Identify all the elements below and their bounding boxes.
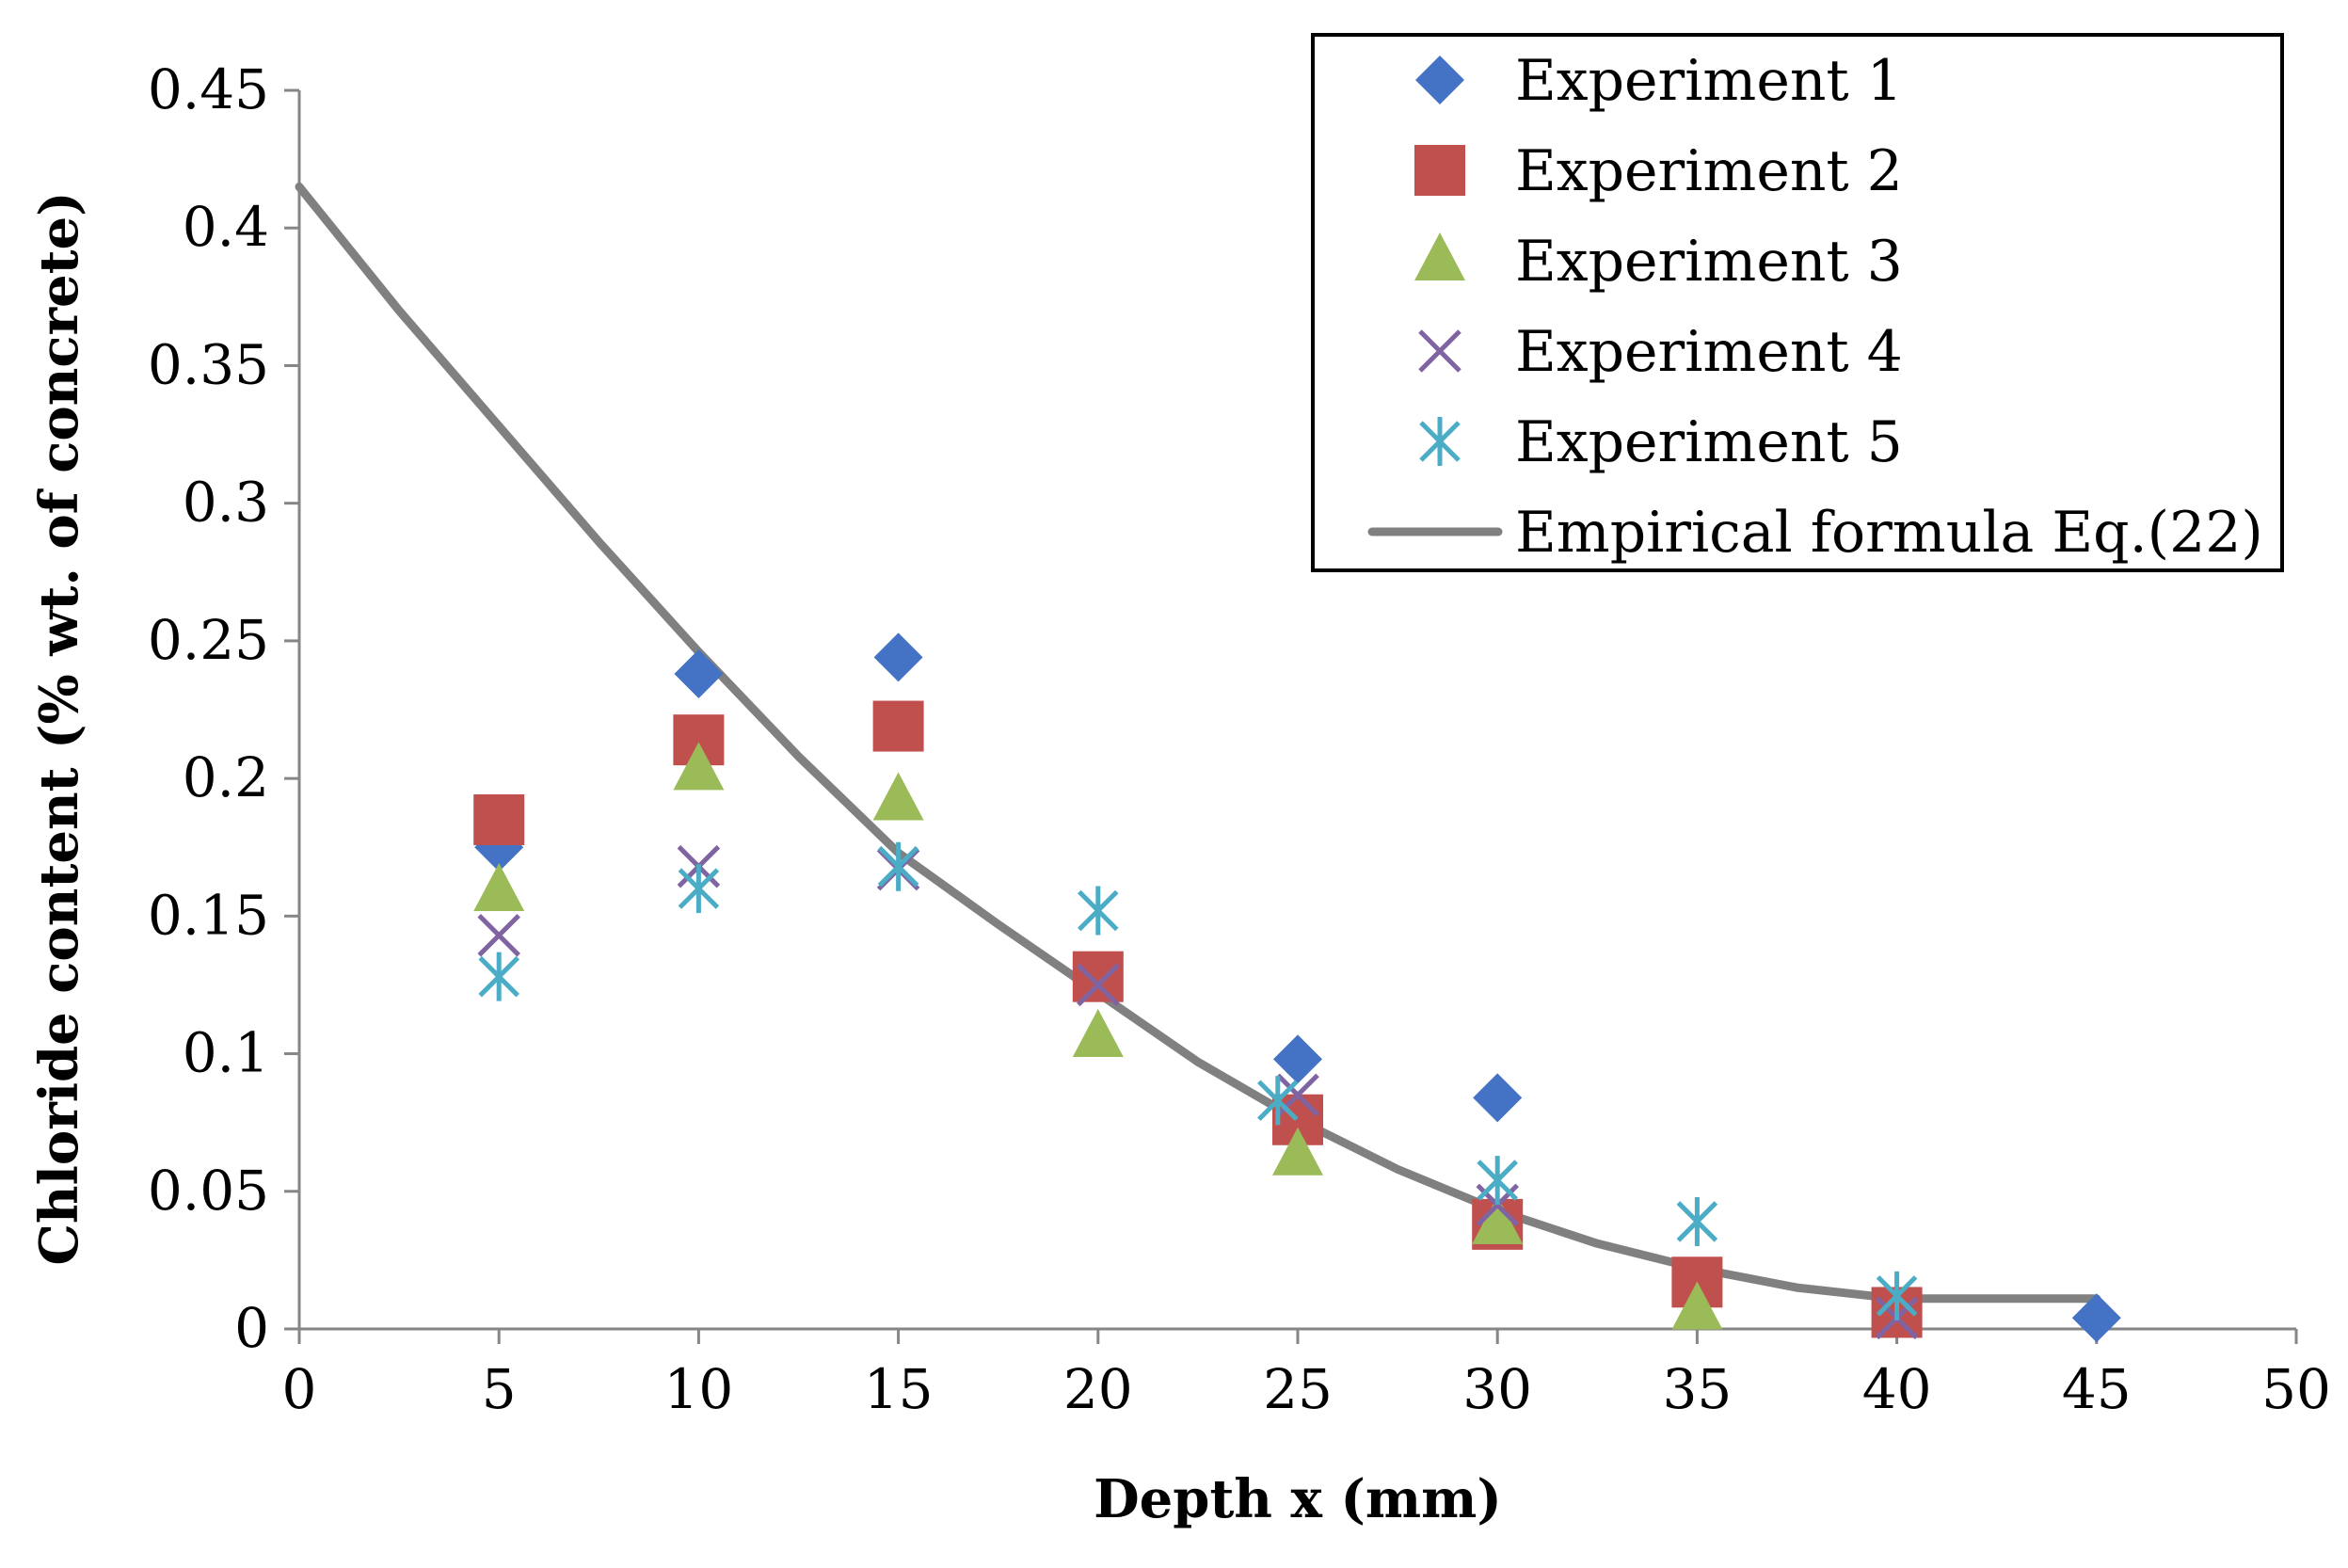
empirical-formula-line (295, 182, 2101, 1304)
experiment-5-point (1477, 1156, 1518, 1206)
x-tick-label: 10 (663, 1357, 733, 1421)
y-tick-label: 0.05 (148, 1159, 269, 1223)
legend-box (1311, 33, 2284, 572)
x-tick-label: 20 (1063, 1357, 1133, 1421)
experiment-1-point (1273, 1034, 1322, 1084)
legend-marker-4 (1418, 329, 1462, 373)
experiment-5-point (1078, 886, 1119, 936)
experiment-5-point (478, 952, 519, 1001)
legend-label: Experiment 4 (1515, 319, 1903, 385)
x-tick-label: 50 (2261, 1357, 2331, 1421)
y-tick-label: 0.45 (148, 57, 269, 121)
experiment-2-point (473, 793, 525, 845)
experiment-3-point (1671, 1281, 1723, 1330)
experiment-5-point (1257, 1076, 1299, 1126)
experiment-2-point (1072, 951, 1124, 1002)
x-tick-label: 25 (1263, 1357, 1333, 1421)
legend-marker-5 (1419, 417, 1461, 466)
legend-label: Experiment 5 (1515, 409, 1903, 475)
y-tick-label: 0.15 (148, 883, 269, 947)
y-tick-label: 0 (234, 1296, 269, 1360)
x-tick-label: 40 (1862, 1357, 1932, 1421)
experiment-3-point (1072, 1009, 1124, 1058)
y-axis-title: Chloride content (% wt. of concrete) (28, 191, 90, 1265)
experiment-3-point (1472, 1195, 1524, 1244)
experiment-4-point (477, 914, 520, 957)
experiment-4-point (1077, 963, 1120, 1007)
experiment-5-point (877, 841, 919, 891)
legend-marker-1 (1415, 56, 1464, 104)
legend-label: Experiment 3 (1515, 229, 1903, 295)
y-tick-label: 0.1 (183, 1021, 269, 1085)
experiment-5-point (678, 864, 720, 914)
legend-label: Empirical formula Eq.(22) (1515, 500, 2263, 566)
x-tick-label: 0 (282, 1357, 317, 1421)
y-tick-label: 0.3 (183, 471, 269, 535)
y-tick-label: 0.2 (183, 745, 269, 809)
experiment-3-point (872, 772, 924, 821)
x-axis-title: Depth x (mm) (1094, 1468, 1502, 1530)
experiment-3-point (473, 863, 525, 912)
legend-marker-3 (1414, 232, 1465, 280)
experiment-1-point (1473, 1073, 1523, 1123)
experiment-5-point (1676, 1196, 1718, 1246)
experiment-2-point (872, 700, 924, 752)
experiment-5-point (1876, 1271, 1918, 1320)
y-tick-label: 0.35 (148, 332, 269, 396)
experiment-3-point (1272, 1127, 1323, 1176)
experiment-1-point (873, 632, 923, 682)
y-tick-label: 0.25 (148, 608, 269, 672)
experiment-1-point (674, 648, 724, 698)
legend: Experiment 1 Experiment 2 Experiment 3 Expe… (1311, 33, 2284, 572)
x-tick-label: 45 (2062, 1357, 2132, 1421)
x-tick-label: 35 (1662, 1357, 1732, 1421)
y-tick-label: 0.4 (183, 195, 269, 259)
x-tick-label: 15 (864, 1357, 934, 1421)
axes: 0 0.05 0.1 0.15 0.2 0.25 0.3 0.35 0.4 0.45 0 5 10 15 2… (148, 57, 2331, 1421)
plot-series (295, 182, 2121, 1343)
legend-label: Experiment 2 (1515, 138, 1903, 204)
x-tick-label: 30 (1462, 1357, 1532, 1421)
experiment-1-point (2071, 1293, 2121, 1343)
legend-marker-2 (1414, 145, 1465, 196)
legend-label: Experiment 1 (1515, 48, 1903, 114)
experiment-3-point (673, 742, 725, 791)
x-tick-label: 5 (482, 1357, 517, 1421)
